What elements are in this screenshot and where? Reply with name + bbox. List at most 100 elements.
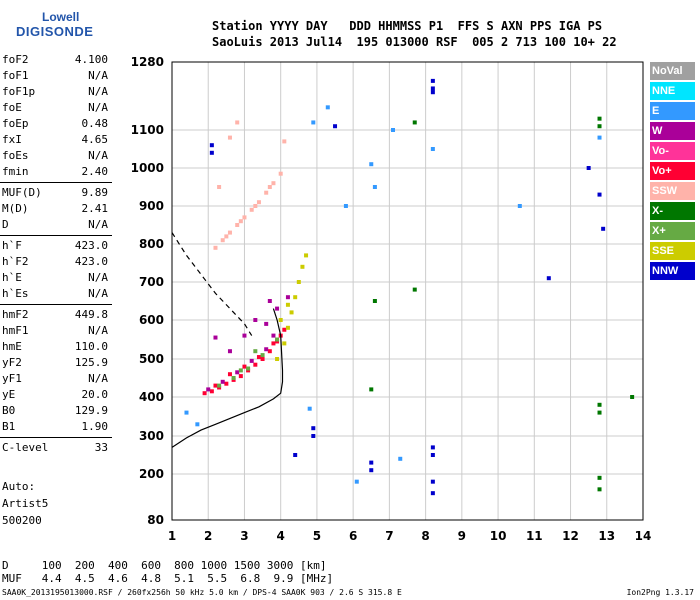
autoscale-artist: Artist5: [2, 497, 49, 510]
param-name: yE: [2, 388, 16, 401]
param-name: foF2: [2, 53, 29, 66]
data-point: [369, 162, 374, 167]
x-tick-label: 2: [204, 529, 212, 543]
data-point: [296, 280, 301, 284]
data-point: [430, 491, 435, 496]
param-name: yF2: [2, 356, 22, 369]
y-tick-label: 500: [139, 352, 164, 366]
param-row: foF2 4.100: [0, 52, 112, 68]
data-point: [289, 310, 294, 315]
data-point: [235, 223, 240, 227]
x-tick-label: 1: [168, 529, 176, 543]
data-point: [260, 357, 265, 361]
param-value: N/A: [88, 324, 108, 337]
param-separator: [0, 235, 112, 236]
data-point: [278, 171, 283, 176]
param-row: MUF(D) 9.89: [0, 185, 112, 201]
data-point: [372, 185, 377, 189]
legend-item-nne: NNE: [650, 82, 695, 100]
data-point: [278, 318, 283, 322]
param-name: B0: [2, 404, 16, 417]
legend-item-noval: NoVal: [650, 62, 695, 80]
header-line-2: SaoLuis 2013 Jul14 195 013000 RSF 005 2 …: [212, 35, 617, 49]
data-point: [430, 86, 435, 91]
param-value: 2.41: [81, 202, 109, 215]
param-name: fmin: [2, 165, 29, 178]
param-name: fxI: [2, 133, 22, 146]
data-point: [430, 90, 435, 95]
data-point: [227, 349, 232, 354]
param-name: M(D): [2, 202, 29, 215]
param-value: N/A: [88, 218, 108, 231]
param-row: h`F2 423.0: [0, 254, 112, 270]
data-point: [238, 374, 243, 379]
data-point: [546, 276, 551, 281]
data-point: [586, 166, 591, 170]
param-row: h`E N/A: [0, 270, 112, 286]
data-point: [271, 341, 276, 346]
footer-version: Ion2Png 1.3.17: [626, 588, 694, 597]
lowell-digisonde-logo: Lowell DIGISONDE: [4, 4, 134, 44]
data-point: [231, 376, 236, 380]
legend-item-x-: X-: [650, 202, 695, 220]
data-point: [227, 372, 232, 377]
data-point: [293, 453, 298, 457]
param-row: yF2 125.9: [0, 355, 112, 371]
data-point: [430, 453, 435, 457]
data-point: [601, 226, 606, 231]
param-name: h`E: [2, 271, 22, 284]
data-point: [369, 387, 374, 392]
y-tick-label: 900: [139, 199, 164, 213]
data-point: [206, 387, 211, 392]
data-point: [282, 327, 287, 332]
polarization-legend: NoVal NNE E W Vo- Vo+ SSW X- X+ SSE NNW: [650, 62, 695, 282]
data-point: [285, 302, 290, 307]
data-point: [597, 124, 602, 129]
y-tick-label: 700: [139, 275, 164, 289]
param-value: N/A: [88, 149, 108, 162]
param-row: foEs N/A: [0, 148, 112, 164]
x-tick-label: 11: [526, 529, 543, 543]
data-point: [300, 264, 305, 269]
y-tick-label: 80: [147, 513, 164, 527]
autoscale-version: 500200: [2, 514, 42, 527]
param-value: 2.40: [81, 165, 109, 178]
data-point: [271, 181, 276, 186]
data-point: [213, 383, 218, 388]
data-point: [430, 445, 435, 450]
legend-item-ssw: SSW: [650, 182, 695, 200]
data-point: [242, 364, 247, 369]
autoscale-label: Auto:: [2, 480, 36, 493]
y-tick-label: 1100: [131, 123, 164, 137]
x-tick-label: 8: [421, 529, 429, 543]
data-point: [267, 299, 272, 303]
x-tick-label: 9: [458, 529, 466, 543]
param-name: C-level: [2, 441, 49, 454]
data-point: [217, 383, 222, 388]
data-point: [597, 487, 602, 492]
data-point: [325, 105, 330, 110]
legend-item-nnw: NNW: [650, 262, 695, 280]
data-point: [282, 139, 287, 144]
data-point: [220, 238, 225, 243]
data-point: [285, 325, 290, 330]
plot-frame: [171, 61, 644, 521]
data-point: [184, 410, 189, 415]
data-point: [369, 460, 374, 465]
x-tick-label: 5: [313, 529, 321, 543]
param-row: foF1 N/A: [0, 68, 112, 84]
data-point: [597, 116, 602, 121]
data-point: [256, 355, 261, 360]
data-point: [372, 299, 377, 303]
data-point: [517, 204, 522, 208]
param-name: h`F2: [2, 255, 29, 268]
legend-item-vo-: Vo+: [650, 162, 695, 180]
param-value: 9.89: [81, 186, 109, 199]
x-tick-label: 3: [240, 529, 248, 543]
data-point: [430, 147, 435, 151]
data-point: [224, 234, 229, 239]
data-point: [412, 287, 417, 292]
param-row: B1 1.90: [0, 419, 112, 435]
extrapolated-profile-curve: [171, 232, 253, 336]
